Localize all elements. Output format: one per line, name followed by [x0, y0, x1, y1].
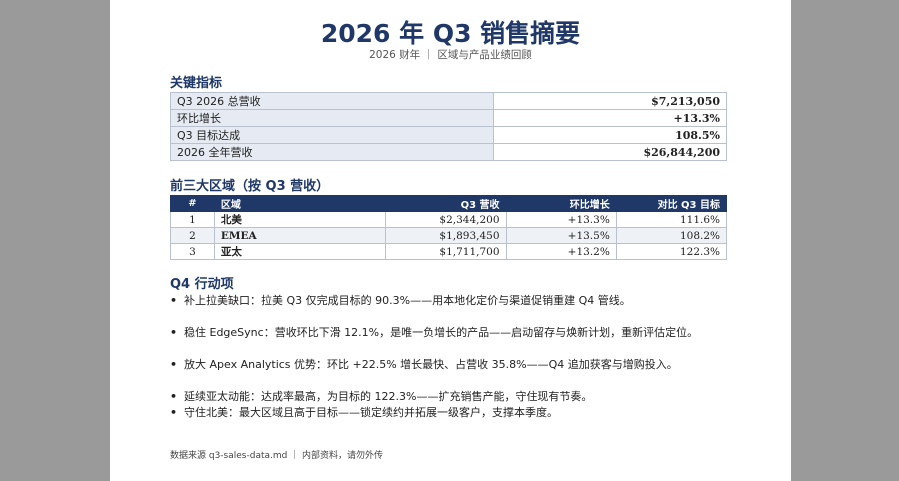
table-row: 3 亚太 $1,711,700 +13.2% 122.3% [170, 243, 728, 260]
metric-label: Q3 目标达成 [170, 126, 494, 144]
bullet-icon: • [170, 294, 178, 307]
cell-qoq: +13.5% [505, 227, 617, 244]
list-item-text: 守住北美：最大区域且高于目标——锁定续约并拓展一级客户，支撑本季度。 [184, 406, 558, 419]
metric-value: 108.5% [493, 126, 727, 144]
regions-table: # 区域 Q3 营收 环比增长 对比 Q3 目标 1 北美 $2,344,200… [170, 195, 728, 260]
bullet-icon: • [170, 326, 178, 339]
list-item: • 补上拉美缺口：拉美 Q3 仅完成目标的 90.3%——用本地化定价与渠道促销重… [170, 292, 631, 308]
cell-index: 2 [170, 227, 215, 244]
cell-qoq: +13.2% [505, 243, 617, 260]
column-header-target: 对比 Q3 目标 [615, 195, 728, 212]
actions-heading: Q4 行动项 [170, 277, 234, 292]
bullet-icon: • [170, 406, 178, 419]
metrics-row: Q3 目标达成 108.5% [170, 126, 727, 144]
list-item: • 守住北美：最大区域且高于目标——锁定续约并拓展一级客户，支撑本季度。 [170, 404, 558, 420]
column-header-revenue: Q3 营收 [384, 195, 507, 212]
column-header-qoq: 环比增长 [505, 195, 617, 212]
metric-value: $26,844,200 [493, 143, 727, 161]
table-row: 2 EMEA $1,893,450 +13.5% 108.2% [170, 227, 728, 244]
metrics-heading: 关键指标 [170, 76, 223, 91]
table-row: 1 北美 $2,344,200 +13.3% 111.6% [170, 211, 728, 228]
document-page: 2026 年 Q3 销售摘要 2026 财年 ｜ 区域与产品业绩回顾 关键指标 … [110, 0, 791, 481]
list-item: • 放大 Apex Analytics 优势：环比 +22.5% 增长最快、占营收… [170, 356, 678, 372]
cell-revenue: $1,711,700 [384, 243, 507, 260]
page-title: 2026 年 Q3 销售摘要 [320, 19, 581, 48]
list-item-text: 补上拉美缺口：拉美 Q3 仅完成目标的 90.3%——用本地化定价与渠道促销重建… [184, 294, 631, 307]
cell-target: 122.3% [615, 243, 728, 260]
list-item-text: 放大 Apex Analytics 优势：环比 +22.5% 增长最快、占营收 … [184, 358, 678, 371]
cell-qoq: +13.3% [505, 211, 617, 228]
cell-region: 北美 [213, 211, 386, 228]
metric-value: $7,213,050 [493, 92, 727, 110]
bullet-icon: • [170, 358, 178, 371]
regions-heading: 前三大区域（按 Q3 营收） [170, 179, 330, 194]
page-footer: 数据来源 q3-sales-data.md ｜ 内部资料，请勿外传 [170, 451, 384, 461]
cell-revenue: $2,344,200 [384, 211, 507, 228]
bullet-icon: • [170, 390, 178, 403]
cell-target: 108.2% [615, 227, 728, 244]
metrics-table: Q3 2026 总营收 $7,213,050 环比增长 +13.3% Q3 目标… [170, 92, 727, 161]
metrics-row: 2026 全年营收 $26,844,200 [170, 143, 727, 161]
column-header-region: 区域 [213, 195, 386, 212]
list-item: • 稳住 EdgeSync：营收环比下滑 12.1%，是唯一负增长的产品——启动留… [170, 324, 698, 340]
cell-region: EMEA [213, 227, 386, 244]
cell-target: 111.6% [615, 211, 728, 228]
cell-index: 1 [170, 211, 215, 228]
cell-region: 亚太 [213, 243, 386, 260]
metric-label: Q3 2026 总营收 [170, 92, 494, 110]
list-item: • 延续亚太动能：达成率最高，为目标的 122.3%——扩充销售产能，守住现有节奏… [170, 388, 592, 404]
page-subtitle: 2026 财年 ｜ 区域与产品业绩回顾 [369, 49, 532, 61]
metrics-row: 环比增长 +13.3% [170, 109, 727, 127]
metrics-row: Q3 2026 总营收 $7,213,050 [170, 92, 727, 110]
metric-value: +13.3% [493, 109, 727, 127]
metric-label: 2026 全年营收 [170, 143, 494, 161]
cell-index: 3 [170, 243, 215, 260]
metric-label: 环比增长 [170, 109, 494, 127]
list-item-text: 延续亚太动能：达成率最高，为目标的 122.3%——扩充销售产能，守住现有节奏。 [184, 390, 593, 403]
column-header-index: # [170, 195, 215, 212]
cell-revenue: $1,893,450 [384, 227, 507, 244]
list-item-text: 稳住 EdgeSync：营收环比下滑 12.1%，是唯一负增长的产品——启动留存… [184, 326, 699, 339]
regions-header-row: # 区域 Q3 营收 环比增长 对比 Q3 目标 [170, 195, 728, 212]
